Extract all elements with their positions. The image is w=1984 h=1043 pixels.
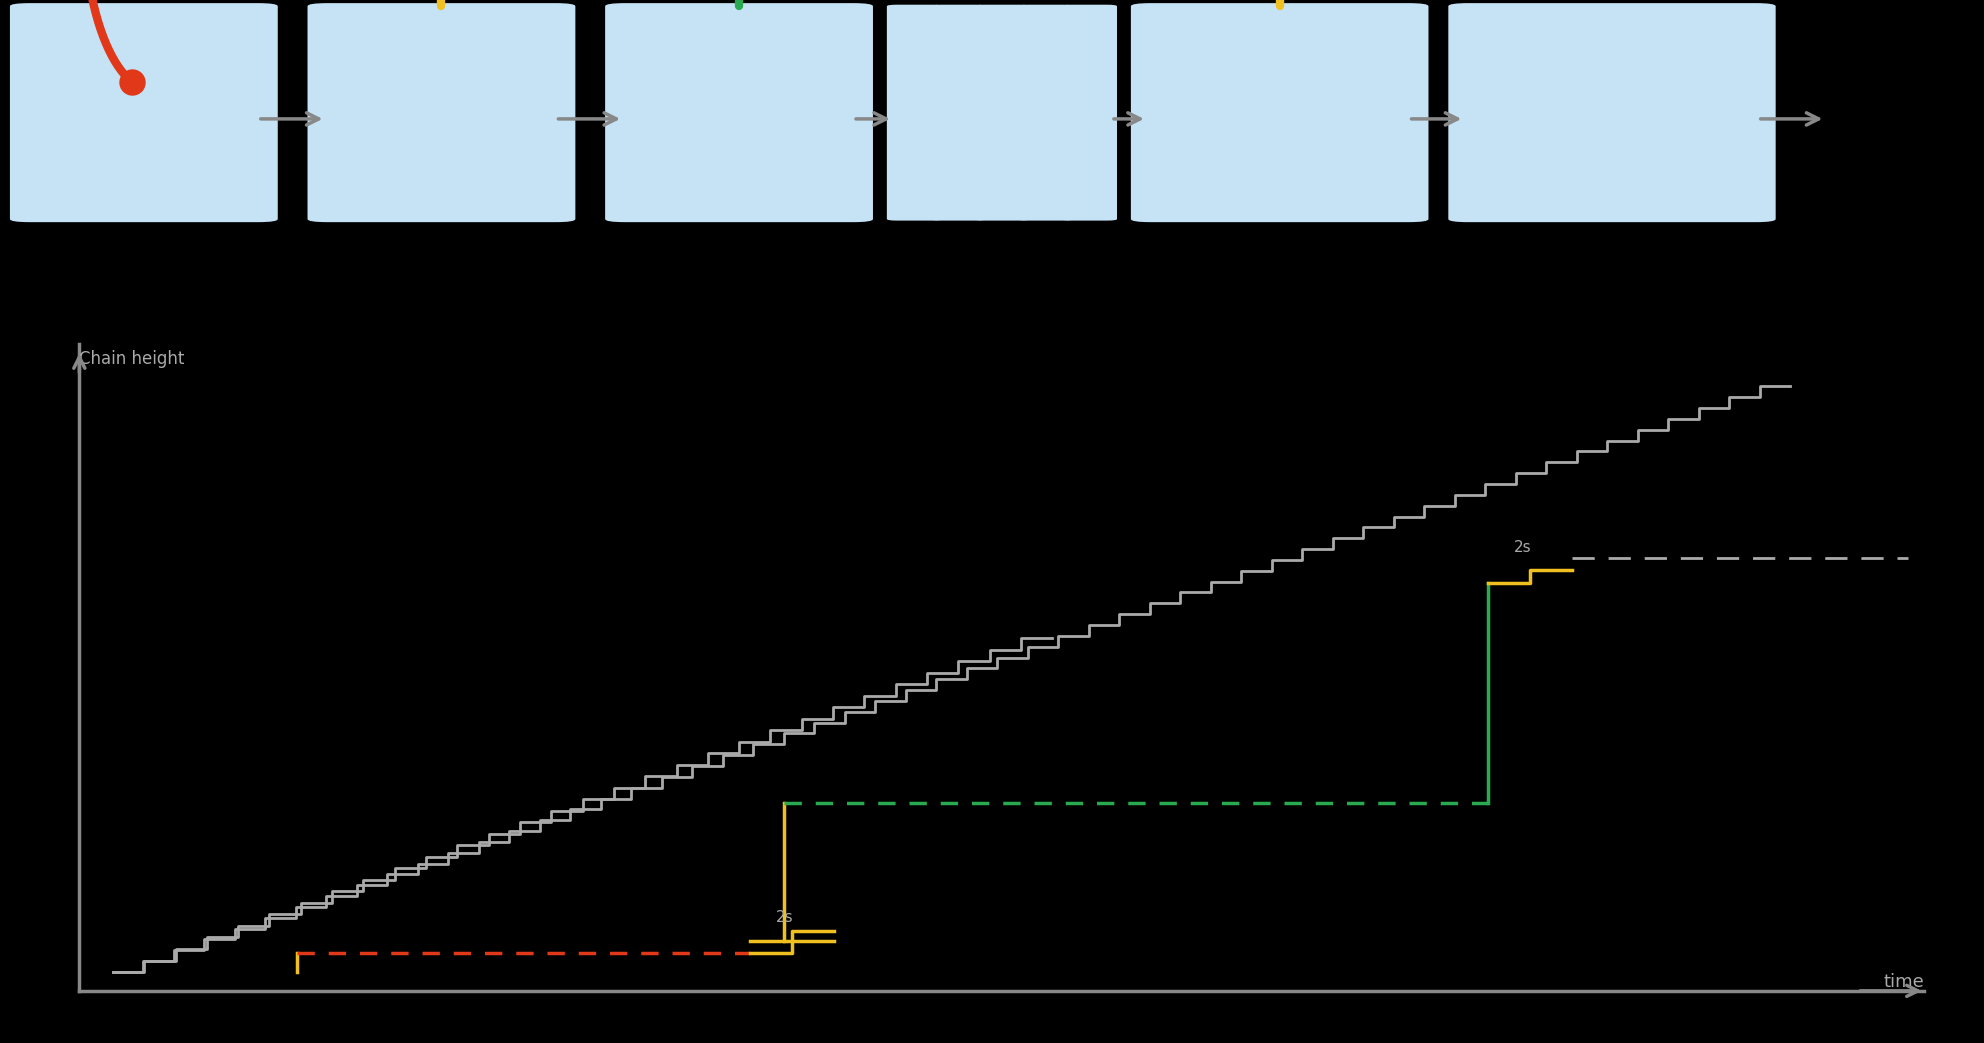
FancyBboxPatch shape (887, 4, 942, 221)
FancyBboxPatch shape (605, 3, 873, 222)
FancyBboxPatch shape (10, 3, 278, 222)
Text: time: time (1883, 973, 1924, 991)
FancyBboxPatch shape (308, 3, 575, 222)
FancyBboxPatch shape (1131, 3, 1428, 222)
FancyBboxPatch shape (1018, 4, 1073, 221)
FancyBboxPatch shape (974, 4, 1030, 221)
Text: 2s: 2s (1514, 539, 1532, 555)
Text: Chain height: Chain height (79, 350, 185, 368)
FancyBboxPatch shape (930, 4, 986, 221)
FancyBboxPatch shape (1061, 4, 1117, 221)
Text: 2s: 2s (776, 909, 794, 925)
FancyBboxPatch shape (1448, 3, 1776, 222)
